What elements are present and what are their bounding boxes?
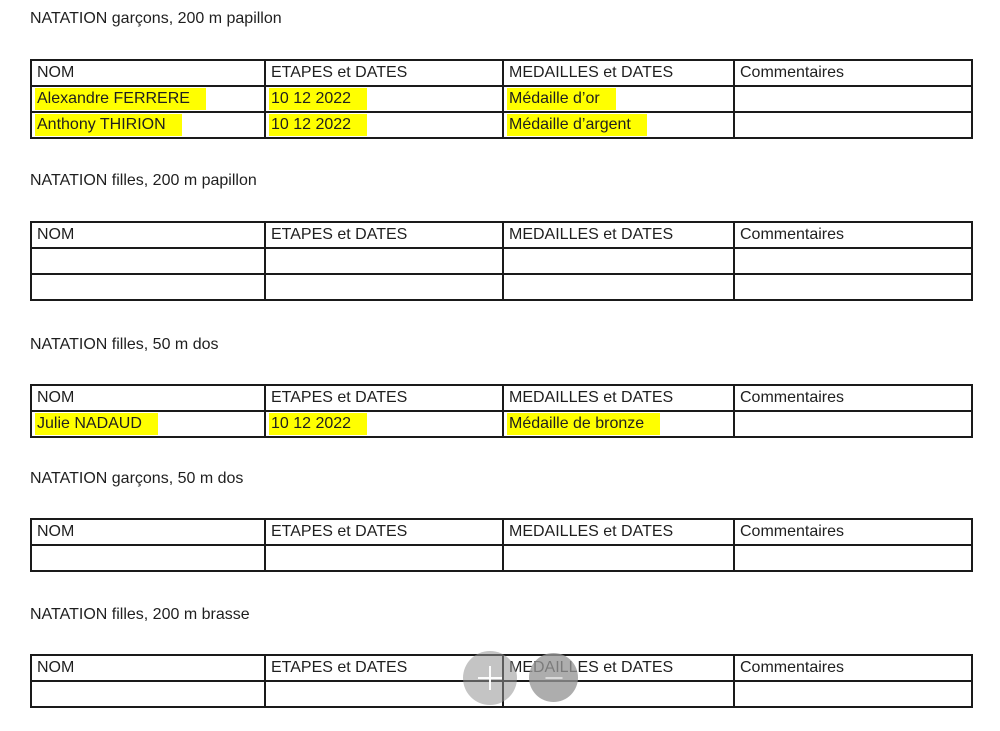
cell-nom	[30, 544, 266, 572]
highlighted-medal: Médaille de bronze	[507, 413, 661, 435]
cell-commentaires	[733, 680, 973, 708]
minus-icon	[545, 676, 562, 679]
zoom-in-overlay-button[interactable]	[463, 651, 517, 705]
col-header-etapes: ETAPES et DATES	[264, 59, 504, 87]
results-table-garcons-200m-papillon: NOM ETAPES et DATES MEDAILLES et DATES C…	[30, 59, 973, 139]
col-header-nom: NOM	[30, 518, 266, 546]
table-row	[30, 273, 973, 301]
highlighted-name: Anthony THIRION	[35, 114, 182, 136]
table-row	[30, 680, 973, 708]
cell-commentaires	[733, 410, 973, 438]
cell-medailles	[502, 273, 735, 301]
table-row: Julie NADAUD 10 12 2022 Médaille de bron…	[30, 410, 973, 438]
results-table-filles-50m-dos: NOM ETAPES et DATES MEDAILLES et DATES C…	[30, 384, 973, 438]
header-row: NOM ETAPES et DATES MEDAILLES et DATES C…	[30, 518, 973, 546]
section-title-filles-200m-brasse: NATATION filles, 200 m brasse	[30, 606, 250, 623]
col-header-medailles: MEDAILLES et DATES	[502, 221, 735, 249]
col-header-etapes: ETAPES et DATES	[264, 384, 504, 412]
cell-medailles: Médaille d’or	[502, 85, 735, 113]
cell-commentaires	[733, 85, 973, 113]
section-title-filles-50m-dos: NATATION filles, 50 m dos	[30, 336, 219, 353]
col-header-etapes: ETAPES et DATES	[264, 518, 504, 546]
header-row: NOM ETAPES et DATES MEDAILLES et DATES C…	[30, 59, 973, 87]
col-header-nom: NOM	[30, 384, 266, 412]
cell-nom	[30, 273, 266, 301]
table-row: Alexandre FERRERE 10 12 2022 Médaille d’…	[30, 85, 973, 113]
cell-medailles: Médaille d’argent	[502, 111, 735, 139]
table-row	[30, 544, 973, 572]
col-header-etapes: ETAPES et DATES	[264, 221, 504, 249]
cell-etapes: 10 12 2022	[264, 111, 504, 139]
cell-commentaires	[733, 544, 973, 572]
cell-etapes	[264, 247, 504, 275]
header-row: NOM ETAPES et DATES MEDAILLES et DATES C…	[30, 384, 973, 412]
highlighted-date: 10 12 2022	[269, 413, 368, 435]
highlighted-name: Julie NADAUD	[35, 413, 158, 435]
highlighted-medal: Médaille d’or	[507, 88, 616, 110]
cell-etapes: 10 12 2022	[264, 85, 504, 113]
cell-commentaires	[733, 273, 973, 301]
section-title-filles-200m-papillon: NATATION filles, 200 m papillon	[30, 172, 257, 189]
col-header-commentaires: Commentaires	[733, 518, 973, 546]
col-header-nom: NOM	[30, 221, 266, 249]
highlighted-medal: Médaille d’argent	[507, 114, 647, 136]
col-header-nom: NOM	[30, 59, 266, 87]
cell-etapes	[264, 544, 504, 572]
cell-commentaires	[733, 111, 973, 139]
cell-commentaires	[733, 247, 973, 275]
section-title-garcons-50m-dos: NATATION garçons, 50 m dos	[30, 470, 244, 487]
col-header-commentaires: Commentaires	[733, 221, 973, 249]
section-title-garcons-200m-papillon: NATATION garçons, 200 m papillon	[30, 10, 282, 27]
col-header-medailles: MEDAILLES et DATES	[502, 384, 735, 412]
highlighted-date: 10 12 2022	[269, 114, 368, 136]
col-header-medailles: MEDAILLES et DATES	[502, 518, 735, 546]
cell-nom	[30, 247, 266, 275]
highlighted-name: Alexandre FERRERE	[35, 88, 206, 110]
results-table-garcons-50m-dos: NOM ETAPES et DATES MEDAILLES et DATES C…	[30, 518, 973, 572]
cell-nom: Alexandre FERRERE	[30, 85, 266, 113]
plus-icon	[489, 666, 491, 690]
cell-medailles: Médaille de bronze	[502, 410, 735, 438]
cell-nom: Anthony THIRION	[30, 111, 266, 139]
cell-nom	[30, 680, 266, 708]
table-row	[30, 247, 973, 275]
zoom-out-overlay-button[interactable]	[529, 653, 578, 702]
results-table-filles-200m-papillon: NOM ETAPES et DATES MEDAILLES et DATES C…	[30, 221, 973, 301]
col-header-commentaires: Commentaires	[733, 384, 973, 412]
col-header-nom: NOM	[30, 654, 266, 682]
cell-etapes	[264, 273, 504, 301]
header-row: NOM ETAPES et DATES MEDAILLES et DATES C…	[30, 221, 973, 249]
col-header-commentaires: Commentaires	[733, 59, 973, 87]
col-header-medailles: MEDAILLES et DATES	[502, 59, 735, 87]
col-header-commentaires: Commentaires	[733, 654, 973, 682]
cell-medailles	[502, 544, 735, 572]
table-row: Anthony THIRION 10 12 2022 Médaille d’ar…	[30, 111, 973, 139]
cell-medailles	[502, 247, 735, 275]
highlighted-date: 10 12 2022	[269, 88, 368, 110]
cell-nom: Julie NADAUD	[30, 410, 266, 438]
cell-etapes: 10 12 2022	[264, 410, 504, 438]
